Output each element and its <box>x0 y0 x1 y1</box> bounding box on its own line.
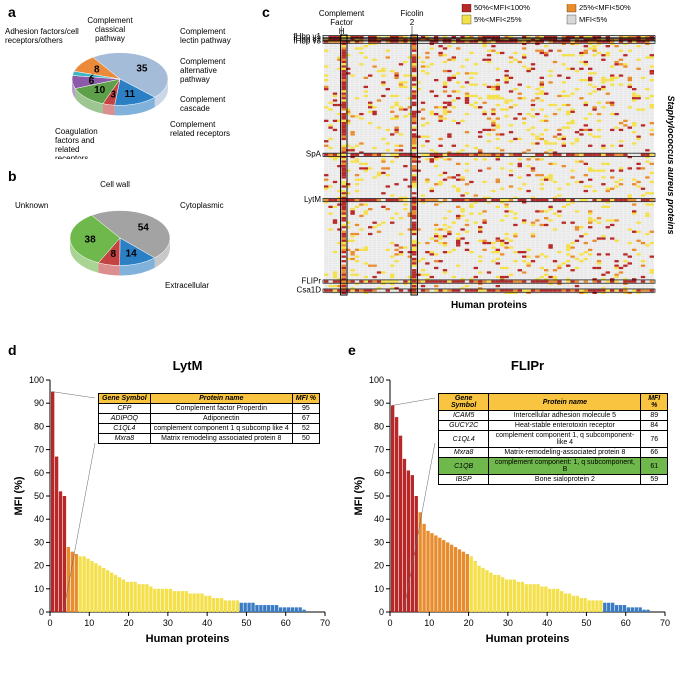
svg-text:40: 40 <box>34 514 44 524</box>
svg-text:90: 90 <box>374 398 384 408</box>
svg-text:Complementcascade: Complementcascade <box>180 95 226 113</box>
svg-text:Csa1D: Csa1D <box>297 285 322 294</box>
svg-text:10: 10 <box>374 584 384 594</box>
svg-text:Complementlectin pathway: Complementlectin pathway <box>180 27 231 45</box>
svg-text:40: 40 <box>542 618 552 628</box>
svg-text:40: 40 <box>202 618 212 628</box>
svg-text:5%<MFI<25%: 5%<MFI<25% <box>474 15 522 24</box>
svg-text:Human proteins: Human proteins <box>486 633 570 645</box>
svg-text:Complementclassicalpathway: Complementclassicalpathway <box>87 16 133 43</box>
svg-text:Cytoplasmic: Cytoplasmic <box>180 201 224 210</box>
svg-text:Human proteins: Human proteins <box>146 633 230 645</box>
svg-text:60: 60 <box>34 468 44 478</box>
svg-text:Complementrelated receptors: Complementrelated receptors <box>170 120 230 138</box>
svg-text:8: 8 <box>94 65 100 76</box>
panel-c-heatmap: ComplementFactorHFicolin2fHbp v1fHbp v2f… <box>262 4 682 324</box>
svg-text:Adhesion factors/cellreceptors: Adhesion factors/cellreceptors/others <box>5 27 79 45</box>
svg-text:Ficolin2: Ficolin2 <box>400 9 423 27</box>
svg-text:SpA: SpA <box>306 150 322 159</box>
panel-d-label: d <box>8 342 17 358</box>
svg-text:100: 100 <box>29 375 44 385</box>
svg-text:11: 11 <box>125 89 136 100</box>
svg-text:90: 90 <box>34 398 44 408</box>
svg-text:60: 60 <box>621 618 631 628</box>
svg-text:70: 70 <box>34 445 44 455</box>
svg-text:50%<MFI<100%: 50%<MFI<100% <box>474 4 530 12</box>
svg-text:Unknown: Unknown <box>15 201 48 210</box>
svg-text:40: 40 <box>374 514 384 524</box>
panel-a-pie: 3511310628Adhesion factors/cellreceptors… <box>0 14 260 159</box>
svg-text:60: 60 <box>374 468 384 478</box>
svg-text:Complementalternativepathway: Complementalternativepathway <box>180 57 226 84</box>
svg-text:FLIPr: FLIPr <box>511 358 544 373</box>
svg-text:70: 70 <box>374 445 384 455</box>
svg-text:30: 30 <box>503 618 513 628</box>
svg-text:FLIPr: FLIPr <box>301 276 321 285</box>
svg-text:Extracellular: Extracellular <box>165 281 209 290</box>
svg-text:MFI (%): MFI (%) <box>353 476 365 515</box>
svg-text:35: 35 <box>136 64 148 75</box>
svg-text:Coagulationfactors andrelatedr: Coagulationfactors andrelatedreceptors <box>55 127 98 159</box>
svg-text:30: 30 <box>163 618 173 628</box>
svg-text:38: 38 <box>85 234 97 245</box>
svg-text:Staphylococcus aureus proteins: Staphylococcus aureus proteins <box>666 95 676 234</box>
svg-text:50: 50 <box>241 618 251 628</box>
svg-text:80: 80 <box>34 421 44 431</box>
panel-e-chart: FLIPr 0 10 20 30 40 50 60 70 80 90 100 0 10 20 30 40 50 60… <box>348 358 680 668</box>
svg-text:fHbp v3: fHbp v3 <box>293 37 321 46</box>
panel-d-chart: LytM 0 10 20 30 40 50 60 70 80 90 100 0 10 20 30 40 50 60 7… <box>8 358 340 668</box>
panel-b-pie: 54 14 8 38 Unknown Cell wall Cytoplasmic Extrac… <box>0 178 260 318</box>
svg-text:70: 70 <box>660 618 670 628</box>
svg-text:MFI (%): MFI (%) <box>13 476 25 515</box>
svg-text:54: 54 <box>138 223 150 234</box>
svg-text:20: 20 <box>374 561 384 571</box>
svg-text:LytM: LytM <box>304 195 321 204</box>
svg-text:ComplementFactorH: ComplementFactorH <box>319 9 365 36</box>
svg-text:0: 0 <box>387 618 392 628</box>
svg-text:70: 70 <box>320 618 330 628</box>
svg-text:0: 0 <box>379 607 384 617</box>
svg-text:0: 0 <box>47 618 52 628</box>
svg-text:100: 100 <box>369 375 384 385</box>
panel-e-label: e <box>348 342 356 358</box>
svg-text:8: 8 <box>110 249 116 260</box>
svg-text:30: 30 <box>374 537 384 547</box>
svg-text:Human proteins: Human proteins <box>451 300 528 311</box>
svg-text:50: 50 <box>374 491 384 501</box>
svg-text:25%<MFI<50%: 25%<MFI<50% <box>579 4 631 12</box>
svg-text:MFI<5%: MFI<5% <box>579 15 607 24</box>
svg-text:0: 0 <box>39 607 44 617</box>
svg-text:30: 30 <box>34 537 44 547</box>
svg-text:80: 80 <box>374 421 384 431</box>
svg-text:20: 20 <box>34 561 44 571</box>
svg-text:Cell wall: Cell wall <box>100 180 130 189</box>
svg-text:10: 10 <box>94 85 106 96</box>
svg-text:10: 10 <box>424 618 434 628</box>
svg-text:10: 10 <box>34 584 44 594</box>
svg-text:50: 50 <box>34 491 44 501</box>
svg-text:20: 20 <box>464 618 474 628</box>
svg-text:LytM: LytM <box>173 358 203 373</box>
svg-text:50: 50 <box>581 618 591 628</box>
svg-text:60: 60 <box>281 618 291 628</box>
svg-text:10: 10 <box>84 618 94 628</box>
svg-text:14: 14 <box>126 248 138 259</box>
svg-text:20: 20 <box>124 618 134 628</box>
